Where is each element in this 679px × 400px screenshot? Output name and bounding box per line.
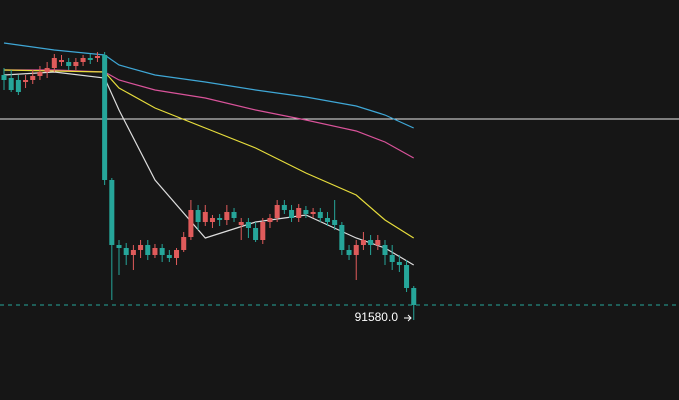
candle-body xyxy=(332,220,338,225)
candle-body xyxy=(51,58,57,68)
candle-body xyxy=(224,212,230,220)
candle-body xyxy=(411,288,417,305)
candle-body xyxy=(267,218,273,222)
candle-body xyxy=(217,218,223,220)
candle-body xyxy=(58,60,65,62)
candle-body xyxy=(375,240,381,245)
candle-body xyxy=(109,180,115,245)
candle-body xyxy=(353,245,359,255)
candle-body xyxy=(37,72,43,76)
candle-body xyxy=(346,250,352,255)
candle-body xyxy=(202,212,208,222)
candle-body xyxy=(87,58,93,60)
candle-body xyxy=(289,210,295,218)
candle-body xyxy=(260,222,266,240)
candle-body xyxy=(310,212,316,214)
candle-body xyxy=(389,255,395,262)
candle-body xyxy=(30,76,36,80)
candle-body xyxy=(94,56,100,58)
candle-body xyxy=(44,68,50,72)
candle-body xyxy=(159,248,165,255)
candle-body xyxy=(145,245,151,255)
candle-body xyxy=(152,248,158,255)
candle-body xyxy=(15,80,21,92)
candle-body xyxy=(116,245,122,248)
candle-body xyxy=(209,218,215,222)
candle-body xyxy=(339,225,345,250)
candle-body xyxy=(188,210,194,237)
moving-average xyxy=(3,69,415,239)
candle-body xyxy=(360,240,366,245)
candle-body xyxy=(231,212,237,218)
candle-body xyxy=(238,222,244,225)
candle-body xyxy=(317,212,323,218)
candle-body xyxy=(166,255,172,258)
candle-body xyxy=(303,210,309,214)
candle-body xyxy=(195,210,201,222)
moving-average xyxy=(3,42,414,129)
candle-body xyxy=(138,245,144,250)
candle-body xyxy=(174,250,180,258)
candle-body xyxy=(253,228,259,240)
arrow-icon xyxy=(404,314,412,322)
candle-body xyxy=(23,80,29,82)
candle-body xyxy=(181,237,187,250)
candle-body xyxy=(1,75,7,80)
candle-body xyxy=(8,78,14,90)
candle-body xyxy=(130,250,136,255)
last-price-label: 91580.0 xyxy=(355,310,399,324)
candle-body xyxy=(274,205,280,218)
candle-body xyxy=(324,218,330,222)
candle-body xyxy=(102,55,108,180)
candle-body xyxy=(73,62,79,66)
candle-body xyxy=(404,265,410,288)
candle-body xyxy=(281,205,287,210)
candle-body xyxy=(296,208,302,218)
candle-body xyxy=(123,248,129,255)
candle-body xyxy=(382,245,388,255)
candle-body xyxy=(396,262,402,265)
candle-body xyxy=(368,240,374,245)
candle-body xyxy=(245,222,251,228)
candle-body xyxy=(80,58,86,62)
candle-body xyxy=(66,62,72,66)
